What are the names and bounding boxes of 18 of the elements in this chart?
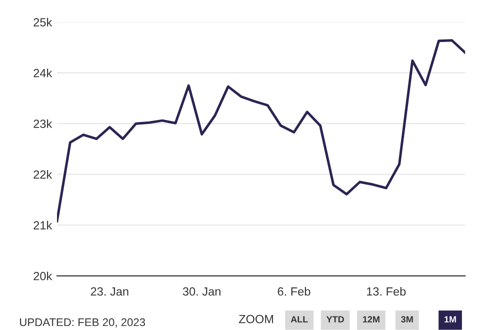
y-tick-label: 23k <box>34 119 52 128</box>
text: ZOOM <box>238 314 273 324</box>
y-tick-label: 22k <box>34 170 52 179</box>
x-tick-label: 6. Feb <box>278 286 310 296</box>
text: ALL <box>290 316 308 322</box>
text: 3M <box>401 316 413 323</box>
text: YTD <box>326 316 344 322</box>
y-tick-label: 21k <box>34 220 52 230</box>
x-tick-label: 13. Feb <box>367 286 406 296</box>
y-tick-label: 25k <box>34 18 52 27</box>
x-tick-label: 23. Jan <box>90 287 128 296</box>
x-tick-label: 30. Jan <box>182 287 220 296</box>
text: UPDATED: FEB 20, 2023 <box>20 318 146 328</box>
text: 1M <box>444 316 456 322</box>
line-series <box>57 39 466 222</box>
y-tick-label: 20k <box>34 272 52 280</box>
y-tick-label: 24k <box>34 68 52 78</box>
text: 12M <box>363 316 380 322</box>
